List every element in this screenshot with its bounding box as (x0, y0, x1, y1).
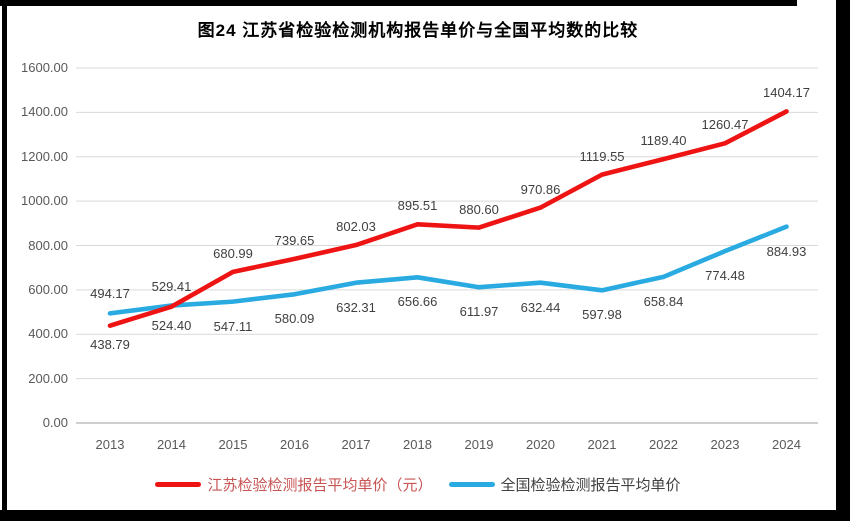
x-axis-tick-label: 2021 (587, 437, 617, 452)
chart-title: 图24 江苏省检验检测机构报告单价与全国平均数的比较 (197, 21, 639, 40)
jiangsu-data-label: 1119.55 (579, 148, 625, 164)
legend-label-jiangsu: 江苏检验检测报告平均单价（元） (207, 477, 433, 494)
legend-item-national[interactable]: 全国检验检测报告平均单价 (448, 474, 681, 495)
national-data-label: 632.44 (520, 299, 561, 315)
national-data-label: 658.84 (643, 293, 684, 309)
jiangsu-data-label: 524.40 (151, 317, 192, 333)
national-data-label: 547.11 (213, 318, 253, 334)
jiangsu-data-label: 438.79 (90, 336, 130, 352)
national-data-label: 884.93 (766, 243, 807, 259)
national-series-swatch (448, 482, 495, 487)
jiangsu-data-label: 1404.17 (763, 85, 810, 101)
legend-item-jiangsu[interactable]: 江苏检验检测报告平均单价（元） (155, 474, 433, 495)
y-axis-tick-label: 1600.00 (21, 60, 68, 75)
x-axis-tick-label: 2016 (280, 437, 309, 452)
x-axis-tick-label: 2024 (772, 437, 801, 452)
jiangsu-data-label: 880.60 (459, 201, 499, 217)
y-axis-tick-label: 1200.00 (21, 148, 68, 164)
legend-label-national: 全国检验检测报告平均单价 (500, 477, 681, 494)
national-series-line[interactable] (107, 224, 789, 316)
x-axis-tick-label: 2014 (157, 437, 186, 452)
national-data-label: 632.31 (336, 299, 376, 315)
y-axis-tick-label: 200.00 (28, 370, 68, 386)
y-axis-tick-label: 1400.00 (21, 104, 68, 120)
national-data-label: 580.09 (274, 311, 315, 327)
x-axis-tick-label: 2020 (526, 437, 555, 452)
jiangsu-data-label: 1260.47 (701, 117, 749, 133)
y-axis-tick-label: 800.00 (28, 237, 68, 253)
jiangsu-data-label: 680.99 (213, 245, 253, 261)
jiangsu-data-label: 970.86 (520, 181, 561, 197)
x-axis-tick-label: 2019 (464, 437, 494, 452)
jiangsu-series-swatch (155, 482, 202, 487)
screenshot-border-top (0, 0, 797, 6)
y-axis-tick-label: 600.00 (28, 281, 68, 297)
x-axis-tick-label: 2013 (95, 437, 125, 452)
national-data-label: 529.41 (151, 278, 192, 294)
jiangsu-data-label: 1189.40 (640, 133, 687, 149)
x-axis-tick-label: 2017 (341, 437, 371, 452)
jiangsu-data-label: 802.03 (336, 219, 376, 235)
jiangsu-data-label: 739.65 (274, 232, 315, 248)
y-axis-tick-label: 0.00 (42, 415, 68, 430)
national-data-label: 597.98 (582, 307, 622, 323)
x-axis-tick-label: 2023 (710, 437, 740, 452)
jiangsu-data-label: 895.51 (397, 198, 438, 214)
jiangsu-series-line[interactable] (107, 109, 789, 328)
chart-legend: 江苏检验检测报告平均单价（元） 全国检验检测报告平均单价 (0, 474, 836, 495)
national-data-label: 611.97 (459, 304, 499, 320)
y-axis-tick-label: 400.00 (28, 326, 68, 342)
screenshot-border-right (836, 0, 850, 521)
x-axis-tick-label: 2018 (403, 437, 432, 452)
x-axis-tick-label: 2022 (649, 437, 678, 452)
screenshot-border-left (2, 0, 7, 512)
screenshot-border-bottom (0, 510, 850, 521)
x-axis-tick-label: 2015 (218, 437, 248, 452)
national-data-label: 494.17 (90, 286, 130, 302)
national-data-label: 656.66 (397, 294, 438, 310)
y-axis-tick-label: 1000.00 (21, 193, 68, 209)
national-data-label: 774.48 (705, 268, 745, 284)
